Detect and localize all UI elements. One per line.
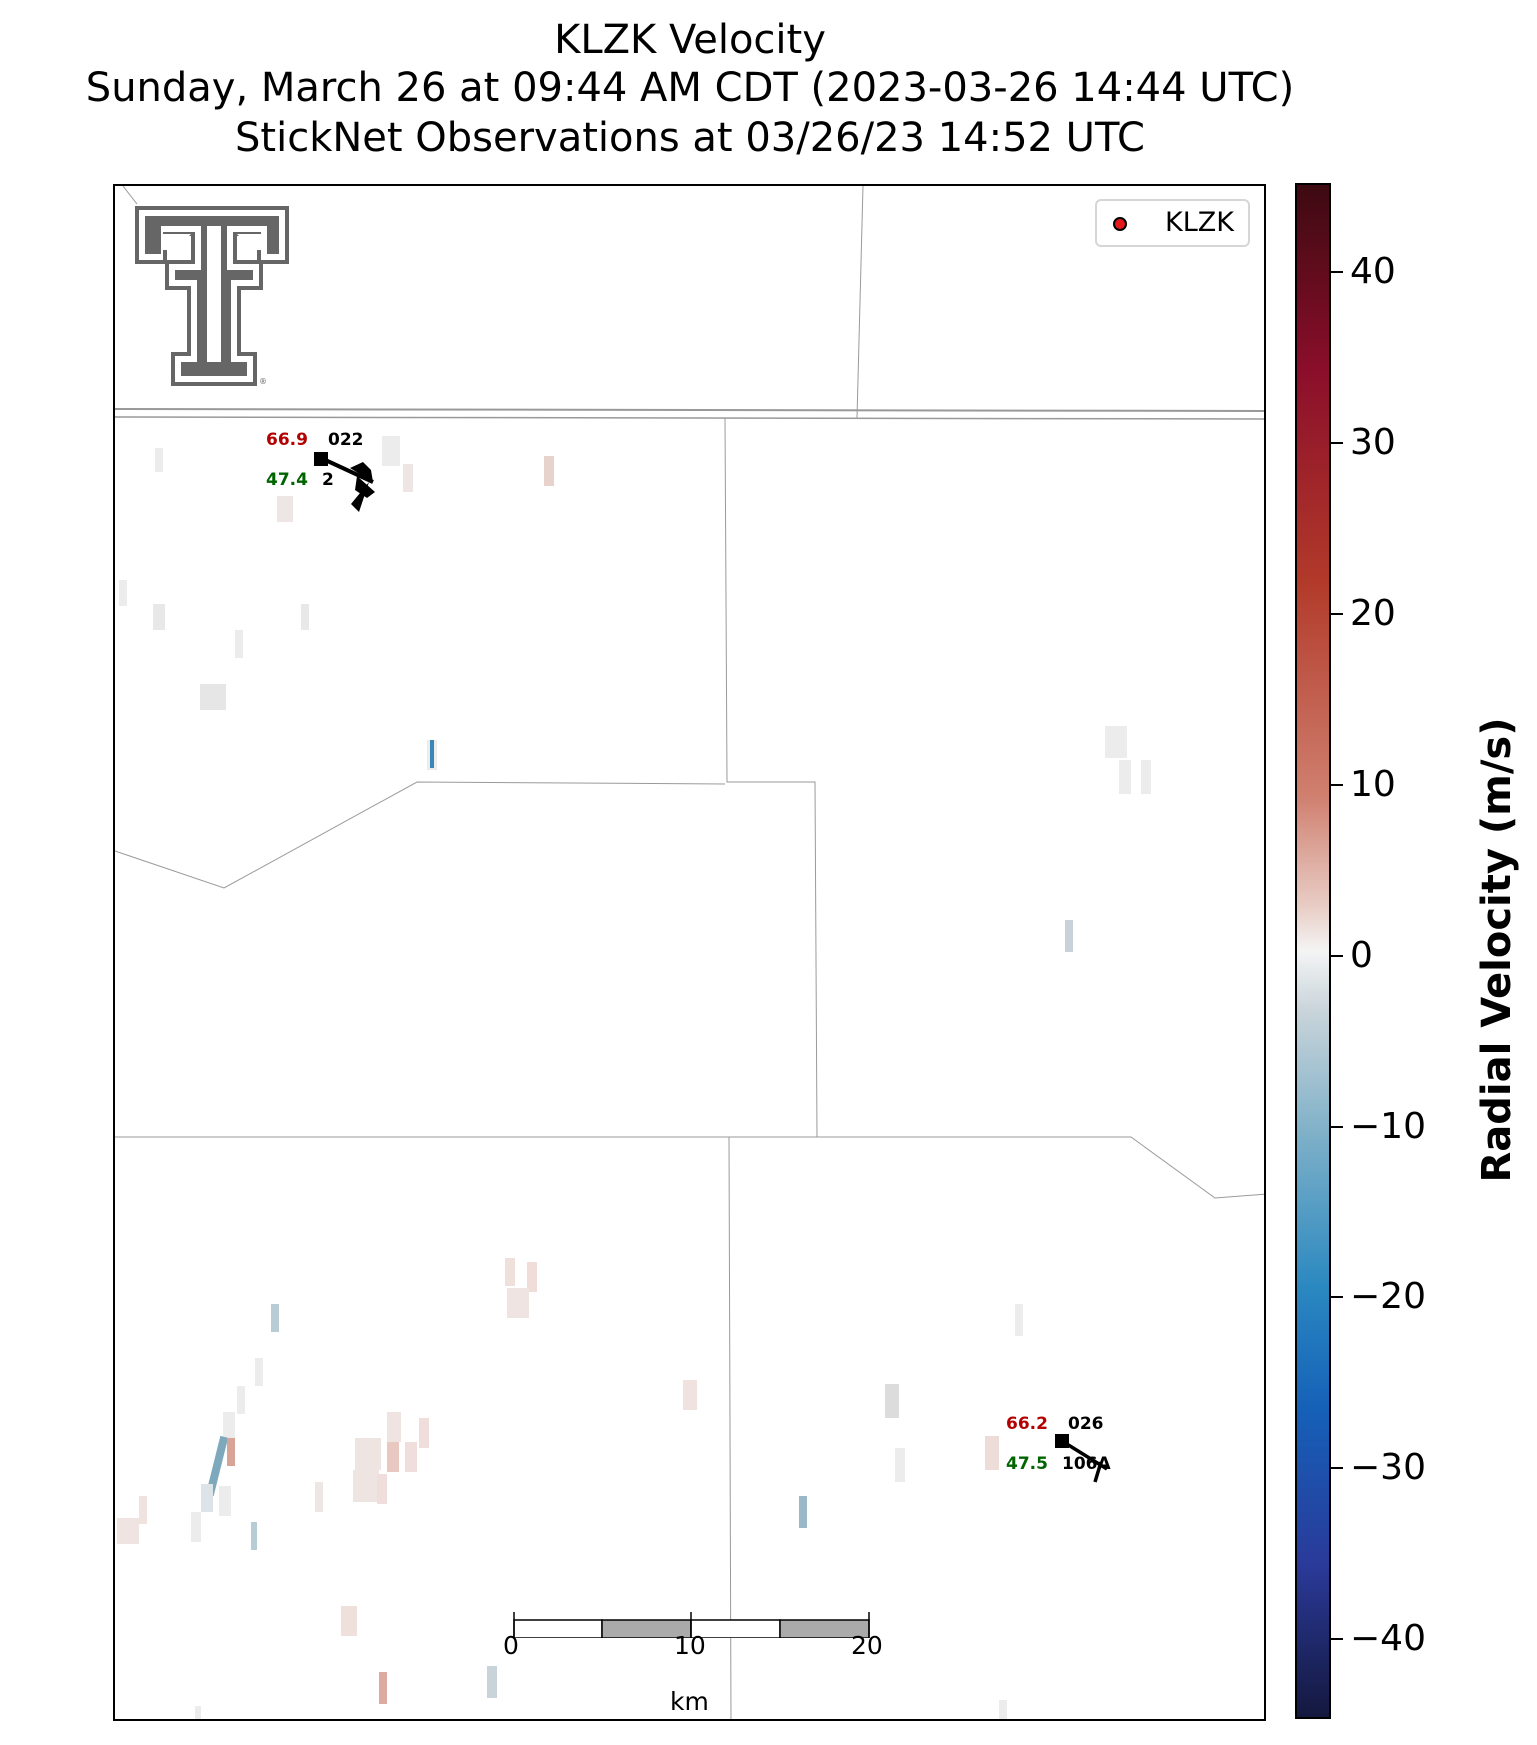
scale-bar-label-0: 0	[503, 1631, 519, 1660]
colorbar-tick-label: −40	[1350, 1618, 1426, 1659]
station-id: 022	[328, 430, 364, 450]
map-legend: KLZK	[1095, 199, 1250, 247]
colorbar-tick-label: −30	[1350, 1447, 1426, 1488]
title-datetime: Sunday, March 26 at 09:44 AM CDT (2023-0…	[85, 65, 1295, 111]
scale-bar	[513, 1612, 870, 1638]
colorbar-tick	[1331, 1296, 1343, 1298]
colorbar-tick-label: 0	[1350, 935, 1373, 976]
scale-bar-label-20: 20	[851, 1631, 883, 1660]
station-022-plot	[314, 452, 375, 512]
colorbar-tick	[1331, 1126, 1343, 1128]
scale-bar-unit: km	[670, 1687, 709, 1716]
colorbar-tick	[1331, 613, 1343, 615]
station-temperature: 66.9	[266, 430, 308, 450]
texas-tech-double-t-logo-icon: ®	[135, 206, 289, 386]
title-radar-product: KLZK Velocity	[554, 17, 826, 63]
colorbar-tick	[1331, 1467, 1343, 1469]
colorbar-tick	[1331, 1638, 1343, 1640]
map-panel[interactable]: ®	[113, 184, 1266, 1721]
station-026-plot	[1055, 1434, 1108, 1483]
title-observations: StickNet Observations at 03/26/23 14:52 …	[235, 115, 1145, 161]
station-dewpoint: 47.4	[266, 470, 308, 490]
map-canvas	[115, 186, 1264, 1719]
velocity-colorbar	[1295, 183, 1331, 1719]
colorbar-tick	[1331, 442, 1343, 444]
colorbar-tick-label: −10	[1350, 1106, 1426, 1147]
colorbar-title: Radial Velocity (m/s)	[1474, 717, 1520, 1183]
svg-text:®: ®	[259, 377, 267, 386]
velocity-echoes	[117, 436, 1151, 1719]
colorbar-tick	[1331, 955, 1343, 957]
station-id: 026	[1068, 1414, 1104, 1434]
station-id-secondary: 106A	[1062, 1454, 1111, 1474]
colorbar-tick-label: 30	[1350, 422, 1396, 463]
colorbar-tick	[1331, 271, 1343, 273]
radar-site-marker-icon	[1113, 217, 1127, 231]
colorbar-tick-label: 40	[1350, 251, 1396, 292]
county-lines	[115, 186, 1264, 1719]
station-temperature: 66.2	[1006, 1414, 1048, 1434]
legend-label: KLZK	[1165, 207, 1234, 238]
colorbar-tick	[1331, 784, 1343, 786]
colorbar-tick-label: 20	[1350, 593, 1396, 634]
station-dewpoint: 47.5	[1006, 1454, 1048, 1474]
state-border-inner	[115, 416, 1264, 420]
colorbar-tick-label: 10	[1350, 764, 1396, 805]
station-id-secondary: 2	[322, 470, 334, 490]
scale-bar-label-10: 10	[674, 1631, 706, 1660]
state-border	[115, 408, 1264, 412]
colorbar-tick-label: −20	[1350, 1276, 1426, 1317]
